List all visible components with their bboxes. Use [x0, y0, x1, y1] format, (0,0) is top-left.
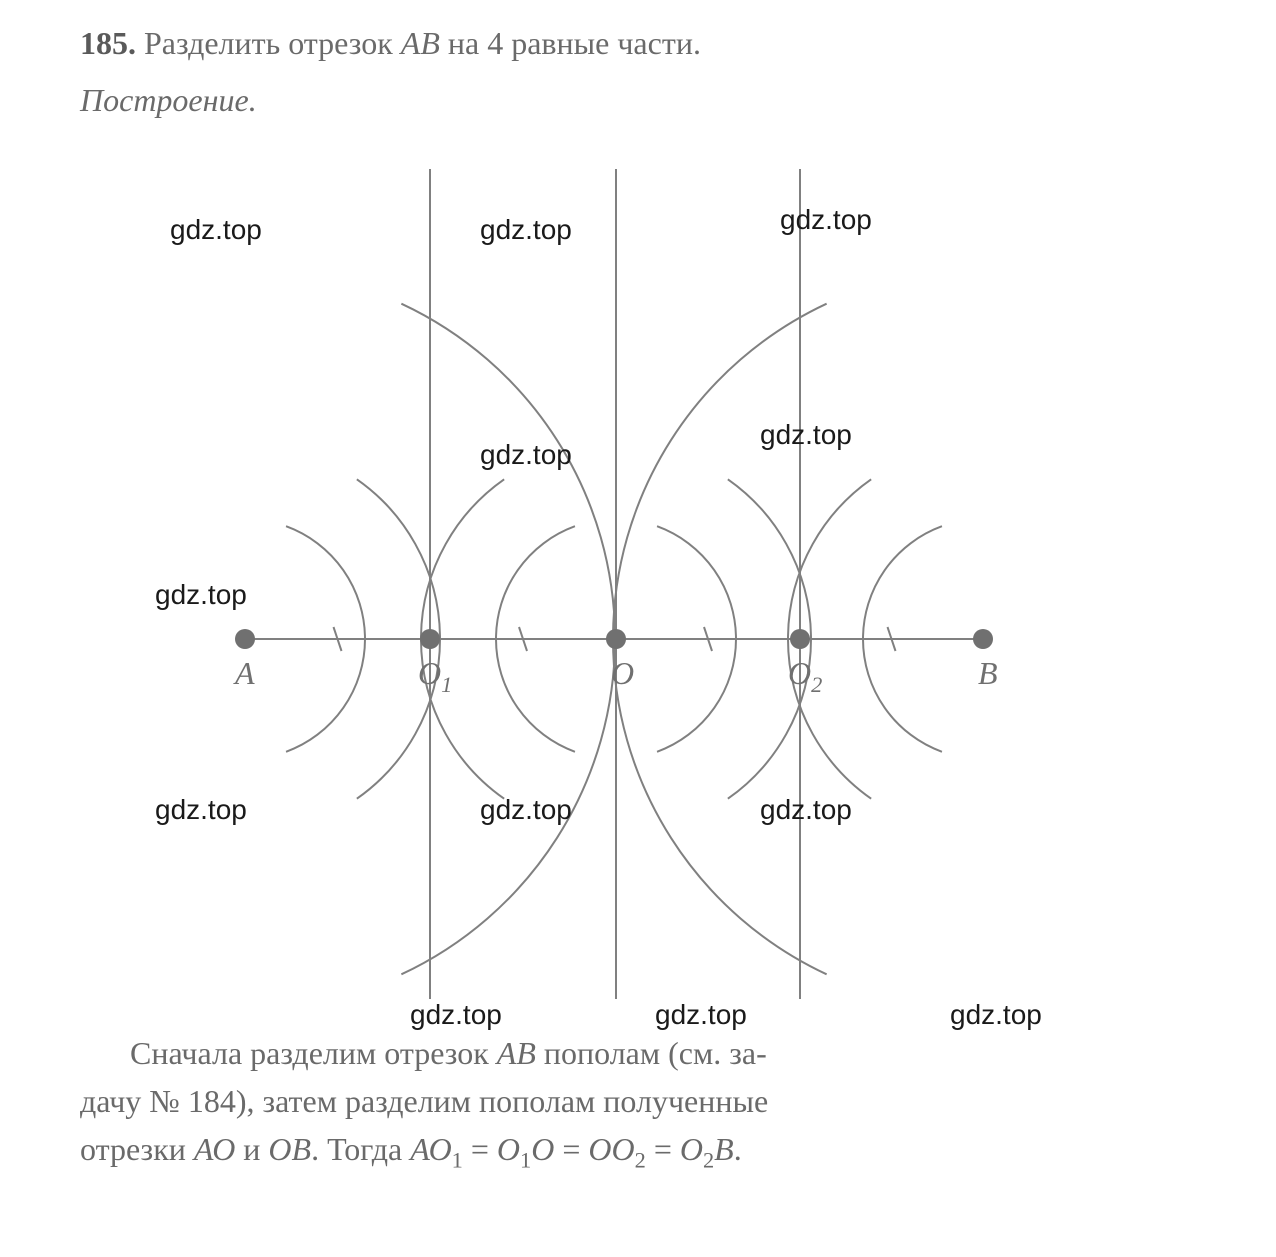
watermark-text: gdz.top: [655, 999, 747, 1031]
sol-eq3b: 2: [635, 1147, 646, 1172]
watermark-text: gdz.top: [410, 999, 502, 1031]
sol-eq4c: В: [714, 1131, 734, 1167]
sol-eqs2: =: [554, 1131, 588, 1167]
watermark-text: gdz.top: [480, 439, 572, 471]
sol-6: . Тогда: [311, 1131, 410, 1167]
construction-label: Построение.: [80, 82, 1196, 119]
sol-3: дачу № 184), затем разделим пополам полу…: [80, 1077, 768, 1125]
sol-eqs3: =: [646, 1131, 680, 1167]
sol-eq1a: АО: [410, 1131, 451, 1167]
problem-text-2: на 4 равные части.: [440, 25, 701, 61]
sol-eq2b: 1: [520, 1147, 531, 1172]
sol-eq4a: О: [680, 1131, 703, 1167]
svg-text:A: A: [233, 655, 255, 691]
watermark-text: gdz.top: [480, 794, 572, 826]
watermark-text: gdz.top: [760, 419, 852, 451]
watermark-text: gdz.top: [480, 214, 572, 246]
problem-number: 185.: [80, 25, 136, 61]
sol-eq3a: ОО: [588, 1131, 634, 1167]
sol-5: и: [235, 1131, 268, 1167]
sol-ob: ОВ: [268, 1131, 311, 1167]
sol-4: отрезки: [80, 1131, 194, 1167]
svg-text:B: B: [978, 655, 998, 691]
svg-text:O1: O1: [418, 655, 452, 697]
sol-eqs1: =: [463, 1131, 497, 1167]
problem-text-1: Разделить отрезок: [136, 25, 401, 61]
watermark-text: gdz.top: [170, 214, 262, 246]
svg-text:O2: O2: [788, 655, 822, 697]
sol-eq4b: 2: [703, 1147, 714, 1172]
solution-text: Сначала разделим отрезок АВ пополам (см.…: [80, 1029, 1196, 1177]
sol-ao: АО: [194, 1131, 235, 1167]
sol-ab: АВ: [497, 1035, 536, 1071]
watermark-text: gdz.top: [950, 999, 1042, 1031]
sol-end: .: [734, 1131, 742, 1167]
problem-header: 185. Разделить отрезок АВ на 4 равные ча…: [80, 25, 1196, 62]
sol-eq1b: 1: [452, 1147, 463, 1172]
watermark-text: gdz.top: [155, 579, 247, 611]
sol-eq2a: О: [497, 1131, 520, 1167]
watermark-text: gdz.top: [780, 204, 872, 236]
sol-1: Сначала разделим отрезок: [130, 1035, 497, 1071]
geometry-diagram: A O1 O O2 B: [80, 129, 1196, 1029]
sol-2: пополам (см. за-: [536, 1035, 767, 1071]
watermark-text: gdz.top: [155, 794, 247, 826]
segment-ab: АВ: [401, 25, 440, 61]
diagram-container: A O1 O O2 B gdz.top gdz.top gdz.top gdz.top gdz.…: [80, 129, 1196, 1029]
sol-eq2c: О: [531, 1131, 554, 1167]
svg-text:O: O: [611, 655, 634, 691]
watermark-text: gdz.top: [760, 794, 852, 826]
